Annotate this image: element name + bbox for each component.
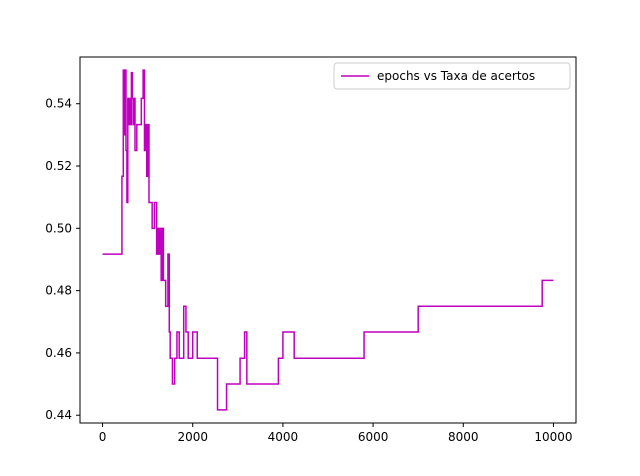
- axes: 0 2000 4000 6000 8000 10000 0.44 0.46 0.48 0.50 0.…: [45, 56, 577, 444]
- y-tick-label: 0.54: [45, 97, 72, 111]
- y-tick-label: 0.52: [45, 159, 72, 173]
- y-tick-label: 0.46: [45, 346, 72, 360]
- plot-area: [102, 69, 554, 411]
- legend-label: epochs vs Taxa de acertos: [377, 69, 535, 83]
- x-tick-label: 2000: [177, 430, 208, 444]
- x-tick-label: 10000: [534, 430, 572, 444]
- y-tick-label: 0.48: [45, 284, 72, 298]
- y-tick-label: 0.44: [45, 408, 72, 422]
- x-tick-label: 6000: [358, 430, 389, 444]
- legend-box: [333, 62, 571, 90]
- legend: epochs vs Taxa de acertos: [333, 62, 571, 90]
- x-tick-label: 4000: [268, 430, 299, 444]
- x-tick-label: 8000: [448, 430, 479, 444]
- axes-frame: [79, 56, 577, 424]
- y-tick-label: 0.50: [45, 221, 72, 235]
- series-line-0: [102, 69, 554, 411]
- x-tick-label: 0: [99, 430, 107, 444]
